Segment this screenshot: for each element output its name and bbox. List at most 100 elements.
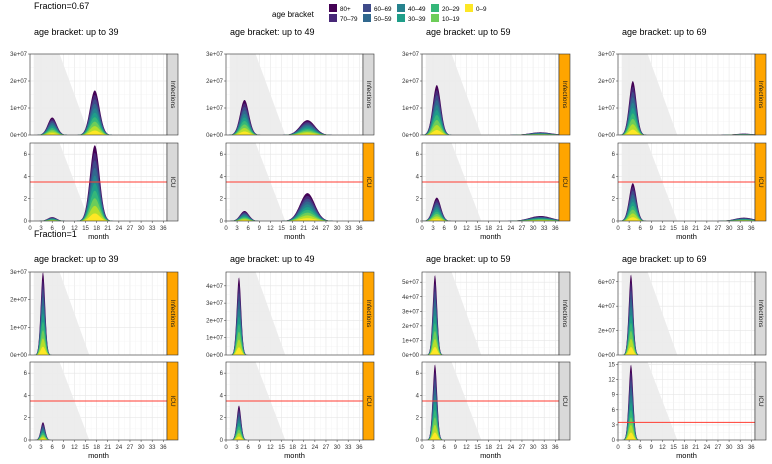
x-axis-label: month xyxy=(284,451,305,460)
facet-column: age bracket: up to 59 0e+00 1e+07 2e+07 3e+0… xyxy=(402,27,571,241)
y-tick-label: 3e+07 xyxy=(598,52,616,58)
x-axis-label: month xyxy=(88,451,109,460)
x-tick-label: 6 xyxy=(639,445,643,451)
icu-strip xyxy=(362,142,375,222)
facet-column: age bracket: up to 59 0e+00 1e+07 2e+07 3e+0… xyxy=(402,254,571,460)
y-tick-label: 2 xyxy=(24,197,28,203)
x-tick-label: 33 xyxy=(149,445,156,451)
y-tick-label: 2e+07 xyxy=(10,298,28,304)
legend-label: 10–19 xyxy=(442,16,460,23)
icu-panel: 0 2 4 6 ICU xyxy=(24,142,179,225)
icu-strip xyxy=(362,361,375,441)
y-tick-label: 4 xyxy=(220,174,224,180)
icu-panel: 0 2 4 6 ICU xyxy=(24,361,179,444)
y-tick-label: 9 xyxy=(612,393,616,399)
series-band xyxy=(422,432,559,440)
x-tick-label: 3 xyxy=(235,226,239,232)
x-axis-label: month xyxy=(676,232,697,241)
facet-column: age bracket: up to 69 0e+00 2e+07 4e+07 6e+0… xyxy=(598,254,767,460)
series-band xyxy=(30,205,167,221)
series-band xyxy=(618,129,755,135)
x-tick-label: 0 xyxy=(420,226,424,232)
y-tick-label: 6 xyxy=(24,371,28,377)
intervention-shade xyxy=(621,362,678,440)
y-tick-label: 0 xyxy=(416,219,420,225)
icu-panel: 0 2 4 6 ICU xyxy=(416,142,571,225)
infections-strip xyxy=(558,53,571,136)
x-tick-label: 0 xyxy=(28,226,32,232)
facet-column: age bracket: up to 49 0e+00 1e+07 2e+07 3e+0… xyxy=(206,27,375,241)
x-tick-label: 27 xyxy=(715,445,722,451)
x-tick-label: 36 xyxy=(160,445,167,451)
y-tick-label: 12 xyxy=(608,378,615,384)
y-tick-label: 3e+07 xyxy=(206,301,224,307)
legend-label: 60–69 xyxy=(374,6,392,13)
facet-title: age bracket: up to 69 xyxy=(622,254,707,264)
series-band xyxy=(30,346,167,355)
x-tick-label: 27 xyxy=(519,226,526,232)
x-tick-label: 21 xyxy=(104,445,111,451)
icu-strip xyxy=(754,142,767,222)
x-tick-label: 0 xyxy=(224,226,228,232)
panel-group: Fraction=0.67 age bracket: up to 39 0e+00 1… xyxy=(10,1,767,241)
y-tick-label: 2e+07 xyxy=(402,79,420,85)
y-tick-label: 1e+07 xyxy=(206,106,224,112)
y-tick-label: 2e+07 xyxy=(598,329,616,335)
legend-swatch xyxy=(363,4,371,12)
icu-strip-label: ICU xyxy=(561,176,568,188)
x-tick-label: 0 xyxy=(224,445,228,451)
x-axis-label: month xyxy=(284,232,305,241)
x-tick-label: 9 xyxy=(650,226,654,232)
x-tick-label: 6 xyxy=(51,226,55,232)
x-tick-label: 12 xyxy=(463,445,470,451)
infections-panel: 0e+00 1e+07 2e+07 3e+07 Infections xyxy=(402,52,571,139)
legend-swatch xyxy=(397,4,405,12)
x-tick-label: 33 xyxy=(149,226,156,232)
facet-column: age bracket: up to 39 0e+00 1e+07 2e+07 3e+0… xyxy=(10,254,179,460)
legend-swatch xyxy=(329,4,337,12)
legend-label: 40–49 xyxy=(408,6,426,13)
y-tick-label: 3 xyxy=(612,423,616,429)
x-tick-label: 24 xyxy=(116,445,123,451)
x-tick-label: 18 xyxy=(289,445,296,451)
y-tick-label: 3e+07 xyxy=(402,309,420,315)
legend-swatch xyxy=(363,14,371,22)
x-tick-label: 24 xyxy=(704,226,711,232)
y-tick-label: 0 xyxy=(24,438,28,444)
x-tick-label: 21 xyxy=(300,226,307,232)
y-tick-label: 0e+00 xyxy=(402,353,420,359)
infections-strip xyxy=(754,53,767,136)
y-tick-label: 2 xyxy=(416,416,420,422)
facet-title: age bracket: up to 39 xyxy=(34,27,119,37)
x-tick-label: 24 xyxy=(312,226,319,232)
x-tick-label: 18 xyxy=(93,226,100,232)
x-tick-label: 33 xyxy=(541,445,548,451)
x-tick-label: 24 xyxy=(312,445,319,451)
x-tick-label: 6 xyxy=(443,226,447,232)
x-tick-label: 30 xyxy=(726,226,733,232)
x-tick-label: 18 xyxy=(485,226,492,232)
y-tick-label: 6 xyxy=(24,152,28,158)
y-tick-label: 4e+07 xyxy=(402,295,420,301)
x-tick-label: 0 xyxy=(28,445,32,451)
infections-strip xyxy=(166,271,179,356)
x-tick-label: 3 xyxy=(431,445,435,451)
x-tick-label: 33 xyxy=(541,226,548,232)
y-tick-label: 0 xyxy=(220,438,224,444)
infections-panel: 0e+00 1e+07 2e+07 3e+07 4e+07 5e+07 Infections xyxy=(402,271,571,359)
x-tick-label: 18 xyxy=(289,226,296,232)
legend-label: 50–59 xyxy=(374,16,392,23)
x-tick-label: 0 xyxy=(420,445,424,451)
x-tick-label: 33 xyxy=(737,226,744,232)
y-tick-label: 0e+00 xyxy=(598,353,616,359)
group-title: Fraction=1 xyxy=(34,229,77,239)
infections-strip-label: Infections xyxy=(561,81,568,110)
x-tick-label: 36 xyxy=(748,226,755,232)
y-tick-label: 1e+07 xyxy=(10,325,28,331)
infections-strip xyxy=(754,271,767,356)
y-tick-label: 4 xyxy=(24,174,28,180)
x-tick-label: 12 xyxy=(71,445,78,451)
icu-strip xyxy=(166,361,179,441)
x-tick-label: 30 xyxy=(334,226,341,232)
x-tick-label: 36 xyxy=(160,226,167,232)
